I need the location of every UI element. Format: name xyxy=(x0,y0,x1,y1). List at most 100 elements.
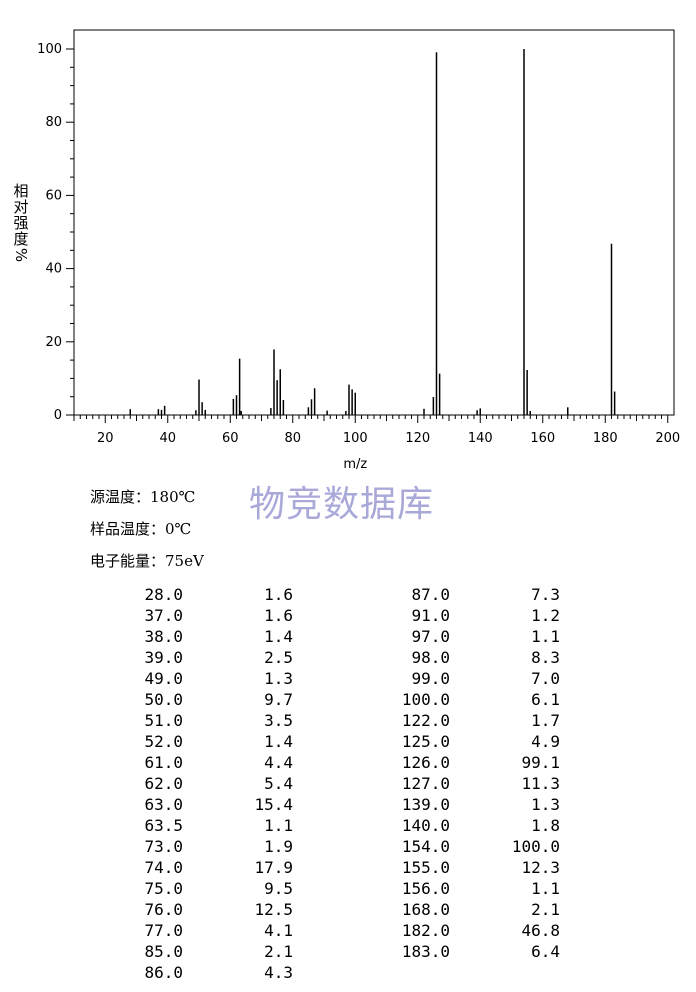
peak-table-right: 87.0 7.3 91.0 1.2 97.0 1.1 98.0 8.3 99.0 7.0 100.0… xyxy=(0,584,570,962)
peak-row: 37.0 1.6 xyxy=(0,605,300,626)
peak-row: 75.0 9.5 xyxy=(0,878,300,899)
peak-intensity: 3.5 xyxy=(264,711,293,730)
peak-row: 91.0 1.2 xyxy=(0,605,570,626)
peak-mz: 155.0 xyxy=(401,858,450,877)
peak-mz: 51.0 xyxy=(144,711,183,730)
peak-intensity: 1.7 xyxy=(531,711,560,730)
x-tick-label: 80 xyxy=(284,431,301,446)
peak-mz: 77.0 xyxy=(144,921,183,940)
y-tick-label: 20 xyxy=(45,335,62,350)
y-label-char: % xyxy=(12,247,30,263)
peak-mz: 61.0 xyxy=(144,753,183,772)
peak-intensity: 1.6 xyxy=(264,606,293,625)
peak-row: 125.0 4.9 xyxy=(0,731,570,752)
peak-intensity: 15.4 xyxy=(254,795,293,814)
peak-row: 63.5 1.1 xyxy=(0,815,300,836)
peak-mz: 74.0 xyxy=(144,858,183,877)
x-axis-label: m/z xyxy=(343,457,367,472)
peak-mz: 75.0 xyxy=(144,879,183,898)
x-tick-label: 60 xyxy=(222,431,239,446)
peak-intensity: 100.0 xyxy=(511,837,560,856)
peak-row: 76.0 12.5 xyxy=(0,899,300,920)
peak-intensity: 9.5 xyxy=(264,879,293,898)
peak-intensity: 1.3 xyxy=(264,669,293,688)
peak-row: 154.0 100.0 xyxy=(0,836,570,857)
peak-table-left: 28.0 1.6 37.0 1.6 38.0 1.4 39.0 2.5 49.0 1.3 50.0 9… xyxy=(0,584,300,983)
peak-row: 77.0 4.1 xyxy=(0,920,300,941)
peak-mz: 76.0 xyxy=(144,900,183,919)
peak-mz: 87.0 xyxy=(411,585,450,604)
peak-row: 100.0 6.1 xyxy=(0,689,570,710)
peak-mz: 73.0 xyxy=(144,837,183,856)
peak-row: 50.0 9.7 xyxy=(0,689,300,710)
peak-row: 38.0 1.4 xyxy=(0,626,300,647)
peak-row: 61.0 4.4 xyxy=(0,752,300,773)
peak-intensity: 2.1 xyxy=(531,900,560,919)
peak-intensity: 8.3 xyxy=(531,648,560,667)
peak-intensity: 9.7 xyxy=(264,690,293,709)
peak-intensity: 1.4 xyxy=(264,732,293,751)
x-tick-label: 100 xyxy=(343,431,368,446)
y-tick-label: 40 xyxy=(45,262,62,277)
peak-row: 63.0 15.4 xyxy=(0,794,300,815)
peak-intensity: 1.1 xyxy=(531,627,560,646)
peak-row: 74.0 17.9 xyxy=(0,857,300,878)
plot-frame xyxy=(73,29,675,416)
peak-intensity: 7.3 xyxy=(531,585,560,604)
peak-mz: 86.0 xyxy=(144,963,183,982)
peak-intensity: 2.5 xyxy=(264,648,293,667)
y-tick-label: 0 xyxy=(54,408,62,423)
peak-intensity: 2.1 xyxy=(264,942,293,961)
peak-row: 98.0 8.3 xyxy=(0,647,570,668)
peak-mz: 91.0 xyxy=(411,606,450,625)
peak-mz: 127.0 xyxy=(401,774,450,793)
peak-intensity: 1.6 xyxy=(264,585,293,604)
peak-mz: 37.0 xyxy=(144,606,183,625)
peak-mz: 28.0 xyxy=(144,585,183,604)
peak-row: 85.0 2.1 xyxy=(0,941,300,962)
peak-row: 122.0 1.7 xyxy=(0,710,570,731)
peak-mz: 126.0 xyxy=(401,753,450,772)
peak-intensity: 5.4 xyxy=(264,774,293,793)
watermark: 物竞数据库 xyxy=(249,484,435,525)
peak-intensity: 4.9 xyxy=(531,732,560,751)
mass-spectrum-chart: 0 20 40 60 80 100 20 40 60 80 100 120 140 160 180 200 m/… xyxy=(37,29,680,472)
peak-intensity: 1.4 xyxy=(264,627,293,646)
peak-row: 183.0 6.4 xyxy=(0,941,570,962)
peak-row: 86.0 4.3 xyxy=(0,962,300,983)
peak-mz: 139.0 xyxy=(401,795,450,814)
peak-row: 49.0 1.3 xyxy=(0,668,300,689)
peak-row: 155.0 12.3 xyxy=(0,857,570,878)
y-axis-label: 相 对 强 度 % xyxy=(11,183,31,263)
peak-mz: 63.0 xyxy=(144,795,183,814)
peak-row: 97.0 1.1 xyxy=(0,626,570,647)
peak-intensity: 1.2 xyxy=(531,606,560,625)
peak-mz: 49.0 xyxy=(144,669,183,688)
peak-intensity: 1.8 xyxy=(531,816,560,835)
peak-row: 139.0 1.3 xyxy=(0,794,570,815)
peak-mz: 183.0 xyxy=(401,942,450,961)
peak-mz: 156.0 xyxy=(401,879,450,898)
peak-intensity: 12.5 xyxy=(254,900,293,919)
peak-mz: 182.0 xyxy=(401,921,450,940)
peak-row: 140.0 1.8 xyxy=(0,815,570,836)
peak-mz: 63.5 xyxy=(144,816,183,835)
x-tick-label: 20 xyxy=(97,431,114,446)
peak-intensity: 4.1 xyxy=(264,921,293,940)
peak-mz: 122.0 xyxy=(401,711,450,730)
peak-intensity: 4.3 xyxy=(264,963,293,982)
peak-mz: 99.0 xyxy=(411,669,450,688)
peak-intensity: 17.9 xyxy=(254,858,293,877)
x-tick-label: 160 xyxy=(530,431,555,446)
peak-mz: 98.0 xyxy=(411,648,450,667)
peak-intensity: 1.1 xyxy=(264,816,293,835)
peak-mz: 50.0 xyxy=(144,690,183,709)
x-tick-label: 180 xyxy=(593,431,618,446)
peak-row: 156.0 1.1 xyxy=(0,878,570,899)
sample-temperature: 样品温度：0℃ xyxy=(90,520,192,538)
peak-mz: 38.0 xyxy=(144,627,183,646)
x-tick-label: 40 xyxy=(159,431,176,446)
peak-mz: 39.0 xyxy=(144,648,183,667)
y-tick-label: 100 xyxy=(37,42,62,57)
peak-mz: 85.0 xyxy=(144,942,183,961)
